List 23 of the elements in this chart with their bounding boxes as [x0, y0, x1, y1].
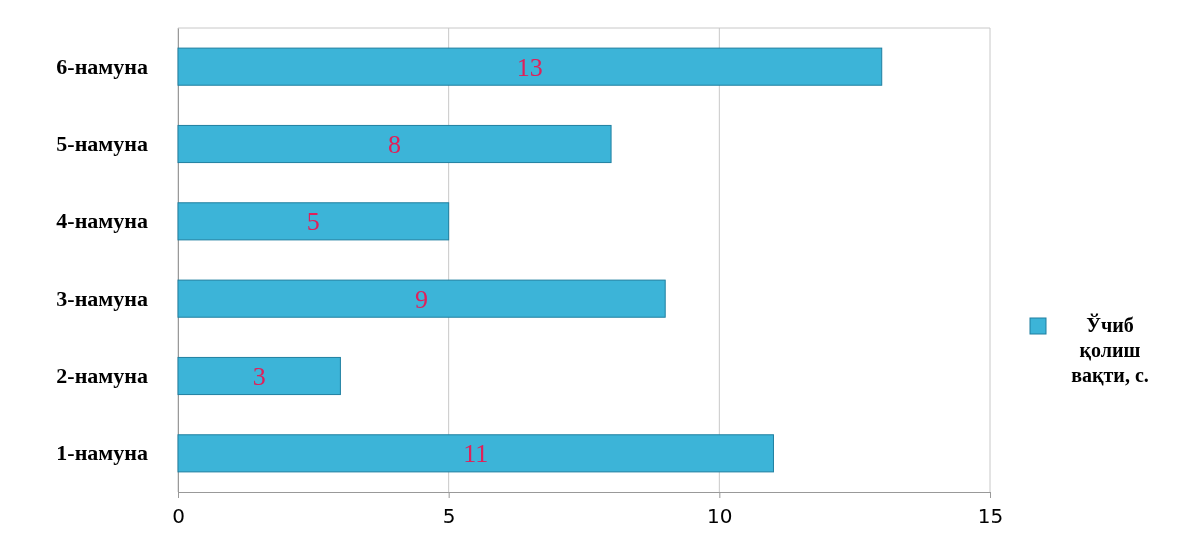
y-tick-label: 6-намуна [56, 53, 148, 79]
bar [177, 434, 774, 473]
data-label: 8 [388, 130, 402, 160]
x-tick-label: 15 [977, 504, 1004, 528]
y-tick-label: 4-намуна [56, 208, 148, 234]
y-tick-label: 2-намуна [56, 363, 148, 389]
y-tick-label: 3-намуна [56, 285, 148, 311]
bar [177, 202, 450, 241]
data-label: 13 [516, 52, 543, 82]
y-tick-label: 5-намуна [56, 131, 148, 157]
data-label: 3 [252, 362, 266, 392]
x-tick-label: 10 [707, 504, 733, 528]
y-tick-label: 1-намуна [56, 440, 148, 466]
data-label: 5 [306, 207, 320, 237]
bar [177, 279, 666, 318]
data-label: 11 [463, 439, 489, 469]
bar [177, 124, 612, 164]
bar [177, 356, 341, 396]
data-label: 9 [415, 284, 429, 314]
legend-label: Ўчиб қолиш вақти, с. [1071, 313, 1149, 386]
bar [177, 47, 883, 86]
x-tick-label: 5 [442, 504, 456, 528]
x-tick-label: 0 [172, 504, 185, 528]
